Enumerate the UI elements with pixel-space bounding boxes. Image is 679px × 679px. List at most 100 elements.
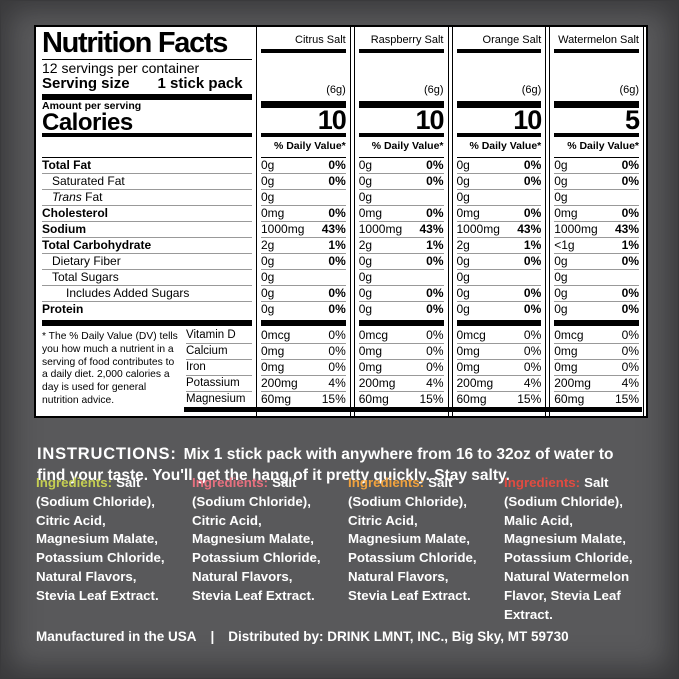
daily-value-header: % Daily Value* [358,137,444,158]
amount-cell: 0mg [554,360,578,374]
vitamin-row: 0mg 0% [261,360,346,376]
dv-cell: 0% [523,174,542,188]
dv-cell: 15% [517,392,542,406]
ingredients-block-raspberry-salt: Ingredients: Salt (Sodium Chloride), Citr… [192,474,334,624]
amount-cell: 0g [554,254,568,268]
amount-cell: 0g [358,158,373,172]
spacer [457,53,542,83]
nutrient-row: 2g 1% [456,238,542,254]
divider-bar [358,101,444,108]
divider-bar [554,320,639,326]
divider-bar [358,49,444,53]
amount-cell: 60mg [456,392,487,406]
dv-cell: 0% [523,254,542,268]
vitamin-row: 200mg 4% [554,376,639,392]
nutrient-label-total-carbohydrate: Total Carbohydrate [42,238,252,254]
nutrient-row: 0g 0% [554,174,639,190]
dv-cell: 4% [426,376,444,390]
vitamin-value-rows: 0mcg 0% 0mg 0% 0mg 0% 200mg 4% 60mg 15% [456,328,542,408]
dv-cell: 43% [517,222,542,236]
nutrient-row: 0mg 0% [261,206,346,222]
made-in-text: Manufactured in the USA [36,629,197,644]
dv-cell: 0% [426,206,444,220]
ingredients-heading: Ingredients: [192,475,269,490]
nutrient-row: 0g 0% [358,286,444,302]
amount-cell: 0g [554,286,568,300]
vitamin-row: 200mg 4% [261,376,346,392]
dv-cell: 0% [621,286,639,300]
dv-cell: 0% [328,286,346,300]
vitamin-row: 0mcg 0% [456,328,542,344]
amount-cell: 0g [554,190,568,204]
ingredients-heading: Ingredients: [348,475,425,490]
nutrient-label-trans-fat: Trans Fat [42,190,252,206]
dv-cell: 0% [621,344,639,358]
amount-cell: 0mcg [456,328,486,342]
nutrient-row: 0g [261,270,346,286]
serving-size-value: 1 stick pack [157,75,243,92]
manufacturer-line: Manufactured in the USA | Distributed by… [36,629,569,644]
divider-bar [358,133,444,137]
nutrient-row: 0g [554,270,639,286]
daily-value-header-spacer [42,137,252,158]
nutrient-row: 0g [456,190,542,206]
amount-cell: 200mg [261,376,298,390]
amount-cell: 60mg [261,392,292,406]
vitamins-area: * The % Daily Value (DV) tells you how m… [42,328,252,408]
dv-cell: 0% [426,254,444,268]
amount-cell: 2g [261,238,275,252]
dv-cell: 0% [621,158,639,172]
amount-cell: 0g [358,254,373,268]
amount-cell: 200mg [456,376,494,390]
ingredients-text: Salt (Sodium Chloride), Citric Acid, Mag… [36,475,165,603]
nutrient-row: 0g 0% [456,254,542,270]
dv-cell: 0% [426,286,444,300]
dv-cell: 0% [621,206,639,220]
dv-cell: 0% [523,286,542,300]
nutrient-row: 0g [358,190,444,206]
nutrient-row: 0g 0% [358,254,444,270]
nutrient-row: 0g 0% [261,302,346,318]
dv-cell: 15% [419,392,444,406]
nutrient-value-rows: 0g 0% 0g 0% 0g 0mg 0% 1000mg 43% <1g 1% 0g 0% 0g 0g 0% 0… [554,158,639,318]
nutrient-label-sodium: Sodium [42,222,252,238]
dv-cell: 1% [328,238,346,252]
nutrient-label-total-sugars: Total Sugars [42,270,252,286]
nutrient-row: 0g 0% [554,286,639,302]
dv-cell: 0% [426,174,444,188]
nutrient-row: 0mg 0% [456,206,542,222]
serving-grams: (6g) [423,84,444,96]
calories-value: 5 [624,105,640,135]
nutrient-label-cholesterol: Cholesterol [42,206,252,222]
divider-bar [261,101,346,108]
dv-cell: 0% [426,158,444,172]
nutrient-row: 0g 0% [261,254,346,270]
vitamin-label-magnesium: Magnesium [186,393,246,405]
vitamin-row: 0mg 0% [456,360,542,376]
dv-cell: 1% [426,238,444,252]
ingredients-heading: Ingredients: [504,475,581,490]
flavor-column-orange-salt: Orange Salt (6g) 10% Daily Value* 0g 0% 0g 0% 0… [451,27,547,416]
nutrient-row: 0mg 0% [358,206,444,222]
dv-cell: 1% [621,238,639,252]
dv-cell: 43% [419,222,444,236]
dv-cell: 0% [523,302,542,316]
amount-cell: 0g [358,270,373,284]
dv-cell: 4% [328,376,346,390]
vitamin-row: 60mg 15% [261,392,346,408]
ingredients-text: Salt (Sodium Chloride), Malic Acid, Magn… [504,475,633,622]
amount-cell: 0g [456,270,470,284]
nutrient-row: 0g [261,190,346,206]
flavor-columns: Citrus Salt (6g) 10% Daily Value* 0g 0% 0g 0% 0… [254,27,646,416]
nutrient-row: 0g 0% [456,158,542,174]
serving-grams: (6g) [521,84,542,96]
flavor-name: Citrus Salt [295,34,346,46]
amount-cell: 0mg [554,344,578,358]
amount-cell: 0g [456,190,470,204]
vitamin-value-rows: 0mcg 0% 0mg 0% 0mg 0% 200mg 4% 60mg 15% [554,328,639,408]
divider-bar [261,49,346,53]
dv-cell: 0% [523,344,542,358]
dv-cell: 0% [328,328,346,342]
amount-cell: 0mg [358,344,383,358]
vitamin-row: 0mcg 0% [358,328,444,344]
